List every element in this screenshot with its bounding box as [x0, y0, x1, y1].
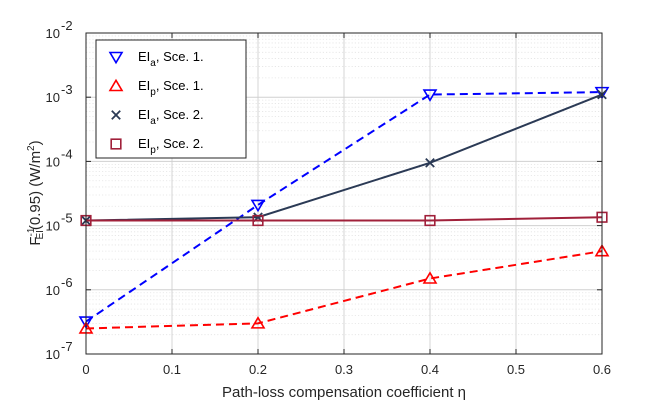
y-tick-label: 10 — [46, 90, 60, 105]
legend-label: EIa, Sce. 1. — [138, 49, 204, 69]
y-axis-label-part: -1 — [26, 227, 37, 236]
marker-triangle-up — [422, 271, 438, 284]
marker-triangle-down — [108, 51, 124, 65]
axis-ticks: 0 0.1 0.2 0.3 0.4 0.5 0.610-710-610-510-410-31… — [46, 18, 612, 377]
legend-label-part: EI — [138, 136, 150, 151]
y-axis-label-part: EI — [35, 230, 46, 239]
legend-label-part: , Sce. 2. — [156, 136, 204, 151]
legend-label-part: EI — [138, 107, 150, 122]
x-tick-label: 0.5 — [507, 362, 525, 377]
y-axis-label-part: 2 — [26, 145, 37, 151]
legend-label-part: EI — [138, 49, 150, 64]
series-line — [85, 250, 603, 330]
y-axis-label-part: ) — [27, 140, 44, 145]
y-tick-label: 10 — [46, 26, 60, 41]
x-tick-label: 0.2 — [249, 362, 267, 377]
legend-label-part: a — [150, 58, 156, 69]
legend-label: EIp, Sce. 2. — [138, 136, 204, 156]
legend: EIa, Sce. 1.EIp, Sce. 1.EIa, Sce. 2.EIp,… — [95, 39, 247, 159]
legend-label: EIp, Sce. 1. — [138, 78, 204, 98]
x-tick-label: 0.4 — [421, 362, 439, 377]
legend-label-part: , Sce. 2. — [156, 107, 204, 122]
y-tick-exponent: -5 — [61, 211, 73, 226]
marker-triangle-up — [108, 78, 124, 92]
x-tick-label: 0 — [82, 362, 89, 377]
x-axis-label: Path-loss compensation coefficient η — [222, 384, 466, 401]
marker-square — [424, 214, 436, 227]
marker-x — [111, 110, 121, 120]
y-tick-exponent: -7 — [61, 339, 73, 354]
y-axis-label-text: F-1EI(0.95) (W/m2) — [26, 140, 46, 245]
series-line — [85, 93, 603, 222]
legend-label-part: p — [150, 87, 156, 98]
marker-triangle-down — [422, 89, 438, 102]
y-tick-label: 10 — [46, 283, 60, 298]
y-axis-label: F-1EI(0.95) (W/m2) — [26, 140, 46, 245]
marker-square — [252, 214, 264, 227]
y-tick-exponent: -3 — [61, 82, 73, 97]
legend-box — [95, 39, 247, 159]
legend-label-part: a — [150, 116, 156, 127]
series-group — [78, 86, 610, 334]
legend-label-part: , Sce. 1. — [156, 49, 204, 64]
y-axis-label-part: F — [27, 236, 44, 245]
y-tick-label: 10 — [46, 154, 60, 169]
marker-square — [110, 138, 122, 150]
series-line — [86, 216, 603, 222]
y-tick-exponent: -2 — [61, 18, 73, 33]
marker-x — [425, 157, 435, 168]
x-tick-label: 0.1 — [163, 362, 181, 377]
series-line — [85, 91, 603, 323]
legend-label-part: p — [150, 145, 156, 156]
marker-x-stroke — [111, 110, 121, 120]
y-tick-exponent: -6 — [61, 275, 73, 290]
plot-frame — [85, 32, 603, 355]
legend-label: EIa, Sce. 2. — [138, 107, 204, 127]
x-tick-label: 0.3 — [335, 362, 353, 377]
y-tick-label: 10 — [46, 219, 60, 234]
legend-label-part: EI — [138, 78, 150, 93]
legend-label-part: , Sce. 1. — [156, 78, 204, 93]
y-axis-label-part: (0.95) (W/m — [27, 151, 44, 230]
y-tick-label: 10 — [46, 347, 60, 362]
y-tick-exponent: -4 — [61, 146, 73, 161]
marker-x-stroke — [425, 157, 435, 168]
x-tick-label: 0.6 — [593, 362, 611, 377]
marker-triangle-up — [250, 316, 266, 329]
marker-triangle-down — [250, 199, 266, 213]
